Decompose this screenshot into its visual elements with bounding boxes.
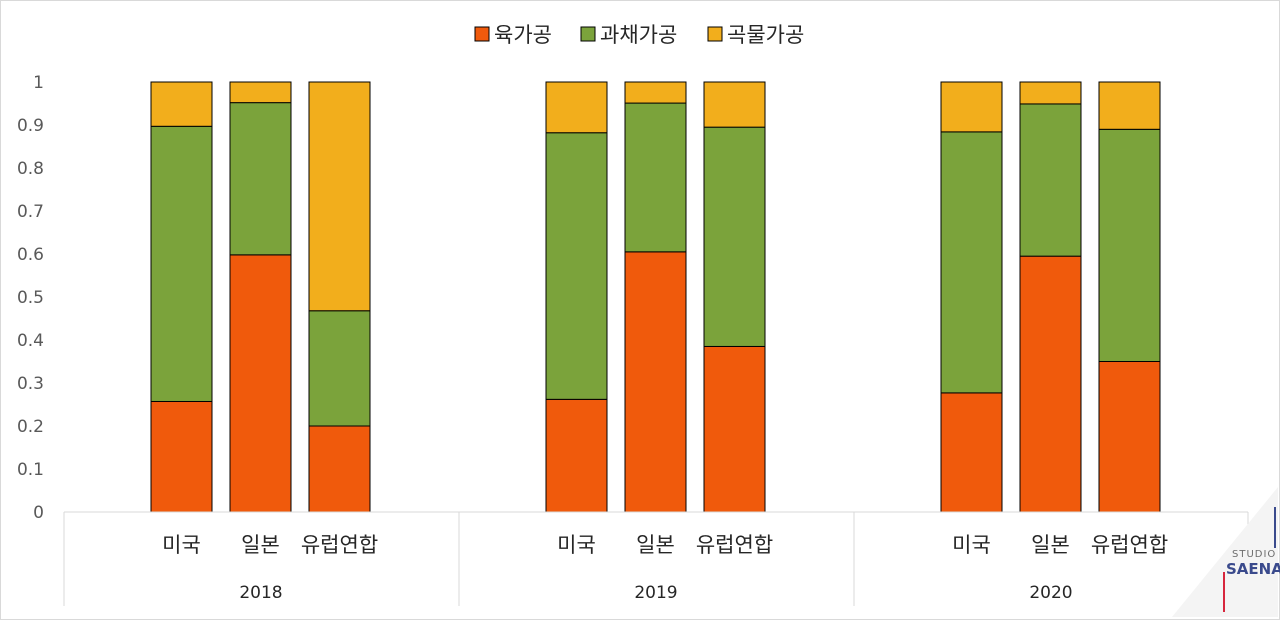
bar-segment-2019-2-series-1	[703, 126, 766, 347]
bar-segment-2019-0-series-0	[545, 398, 608, 513]
legend-label-series-0: 육가공	[494, 23, 552, 47]
bar-segment-2020-2-series-1	[1098, 128, 1161, 362]
category-label: 미국	[162, 533, 201, 557]
legend-swatch-series-0	[474, 26, 490, 42]
group-label-year: 2018	[239, 583, 282, 603]
bar-segment-2019-2-series-2	[703, 81, 766, 128]
y-tick-label: 0.2	[17, 417, 44, 437]
bar-segment-2018-2-series-0	[308, 425, 371, 513]
y-tick-label: 0.4	[17, 331, 44, 351]
category-label: 유럽연합	[696, 533, 773, 557]
bar-segment-2020-0-series-1	[940, 131, 1003, 394]
bar-segment-2019-0-series-2	[545, 81, 608, 134]
bar-segment-2018-2-series-2	[308, 81, 371, 312]
logo-corner-shape	[1172, 487, 1278, 617]
bar-segment-2019-0-series-1	[545, 132, 608, 400]
category-label: 유럽연합	[301, 533, 378, 557]
bar-segment-2019-1-series-2	[624, 81, 687, 104]
category-label: 일본	[1031, 533, 1070, 557]
legend-label-series-2: 곡물가공	[727, 23, 804, 47]
bar-segment-2020-1-series-0	[1019, 255, 1082, 513]
bar-segment-2019-2-series-0	[703, 345, 766, 513]
y-tick-label: 0.7	[17, 202, 44, 222]
x-axis-labels: 미국 일본 유럽연합 2018 미국 일본 유럽연합 2019 미국 일본 유럽연합 2020	[162, 533, 1168, 603]
y-tick-label: 0.5	[17, 288, 44, 308]
bar-segment-2019-1-series-0	[624, 251, 687, 513]
bar-segment-2020-1-series-2	[1019, 81, 1082, 105]
bar-segment-2020-2-series-0	[1098, 361, 1161, 513]
legend-swatch-series-2	[707, 26, 723, 42]
category-label: 미국	[952, 533, 991, 557]
studio-saena-logo: STUDIO SAENA	[1172, 487, 1280, 617]
category-label: 일본	[241, 533, 280, 557]
logo-text-saena: SAENA	[1226, 560, 1280, 578]
y-tick-label: 0.1	[17, 460, 44, 480]
y-tick-label: 0.3	[17, 374, 44, 394]
bar-segment-2018-2-series-1	[308, 310, 371, 427]
y-axis: 0 0.1 0.2 0.3 0.4 0.5 0.6 0.7 0.8 0.9 1	[17, 73, 44, 523]
bar-segment-2018-0-series-0	[150, 400, 213, 513]
y-tick-label: 1	[33, 73, 44, 93]
logo-text-studio: STUDIO	[1232, 549, 1276, 560]
bar-segment-2018-0-series-2	[150, 81, 213, 127]
y-tick-label: 0	[33, 503, 44, 523]
bars	[150, 81, 1161, 513]
y-tick-label: 0.9	[17, 116, 44, 136]
category-label: 일본	[636, 533, 675, 557]
legend-swatch-series-1	[580, 26, 596, 42]
bar-segment-2020-0-series-0	[940, 392, 1003, 513]
legend-label-series-1: 과채가공	[600, 23, 677, 47]
y-tick-label: 0.6	[17, 245, 44, 265]
bar-segment-2020-1-series-1	[1019, 103, 1082, 257]
group-label-year: 2019	[634, 583, 677, 603]
category-label: 유럽연합	[1091, 533, 1168, 557]
legend: 육가공 과채가공 곡물가공	[474, 23, 804, 47]
bar-segment-2020-2-series-2	[1098, 81, 1161, 130]
bar-segment-2018-0-series-1	[150, 125, 213, 402]
bar-segment-2018-1-series-0	[229, 254, 292, 513]
category-label: 미국	[557, 533, 596, 557]
group-label-year: 2020	[1029, 583, 1072, 603]
bar-segment-2018-1-series-2	[229, 81, 292, 104]
bar-segment-2019-1-series-1	[624, 102, 687, 253]
bar-segment-2018-1-series-1	[229, 102, 292, 256]
bar-segment-2020-0-series-2	[940, 81, 1003, 133]
y-tick-label: 0.8	[17, 159, 44, 179]
